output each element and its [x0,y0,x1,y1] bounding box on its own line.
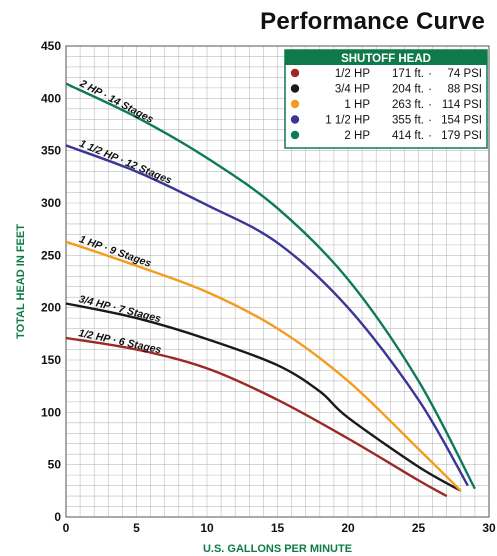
chart-title: Performance Curve [260,8,485,35]
legend-title: SHUTOFF HEAD [341,53,431,65]
legend-feet: 414 ft. [392,130,424,142]
series-line [65,144,469,487]
x-tick-label: 20 [341,521,355,535]
series-group [65,82,476,498]
x-tick-label: 10 [200,521,214,535]
legend-marker [290,130,300,140]
legend-psi: 154 PSI [441,115,482,127]
series-line [65,302,462,492]
y-tick-label: 450 [41,39,61,53]
legend-psi: 88 PSI [447,84,482,96]
y-tick-label: 350 [41,144,61,158]
legend-hp: 2 HP [344,130,370,142]
series-line [65,82,476,490]
plot-frame [65,45,490,518]
y-tick-label: 50 [48,458,62,472]
x-tick-label: 5 [133,521,140,535]
x-tick-label: 0 [63,521,70,535]
legend-feet: 263 ft. [392,99,424,111]
legend-psi: 114 PSI [442,99,482,111]
y-tick-label: 400 [41,91,61,105]
legend-hp: 3/4 HP [335,84,370,96]
legend-hp: 1 HP [344,99,370,111]
legend-hp: 1/2 HP [335,68,370,80]
legend-psi: 74 PSI [447,68,482,80]
y-tick-label: 0 [54,510,61,524]
legend-box [284,49,488,149]
y-tick-label: 150 [41,353,61,367]
legend-header [285,50,487,65]
x-tick-label: 25 [412,521,426,535]
y-tick-label: 100 [41,405,61,419]
y-tick-label: 250 [41,248,61,262]
y-axis-label: TOTAL HEAD IN FEET [15,224,27,339]
legend-separator: · [428,115,432,127]
x-tick-label: 15 [271,521,285,535]
legend-marker [290,99,300,109]
legend-marker [290,68,300,78]
legend-marker [290,115,300,124]
y-tick-label: 300 [41,196,61,210]
legend-feet: 355 ft. [392,115,424,127]
legend-feet: 204 ft. [392,84,424,96]
legend-hp: 1 1/2 HP [325,115,370,127]
legend-psi: 179 PSI [441,130,482,142]
legend-separator: · [428,84,432,96]
x-tick-label: 30 [482,521,496,535]
legend-feet: 171 ft. [392,68,424,80]
series-line [65,336,448,498]
legend-marker [290,84,300,93]
x-axis-label: U.S. GALLONS PER MINUTE [203,543,352,555]
legend-separator: · [428,99,432,111]
legend-separator: · [428,130,432,142]
series-line [65,240,462,492]
legend-separator: · [428,68,432,80]
y-tick-label: 200 [41,301,61,315]
